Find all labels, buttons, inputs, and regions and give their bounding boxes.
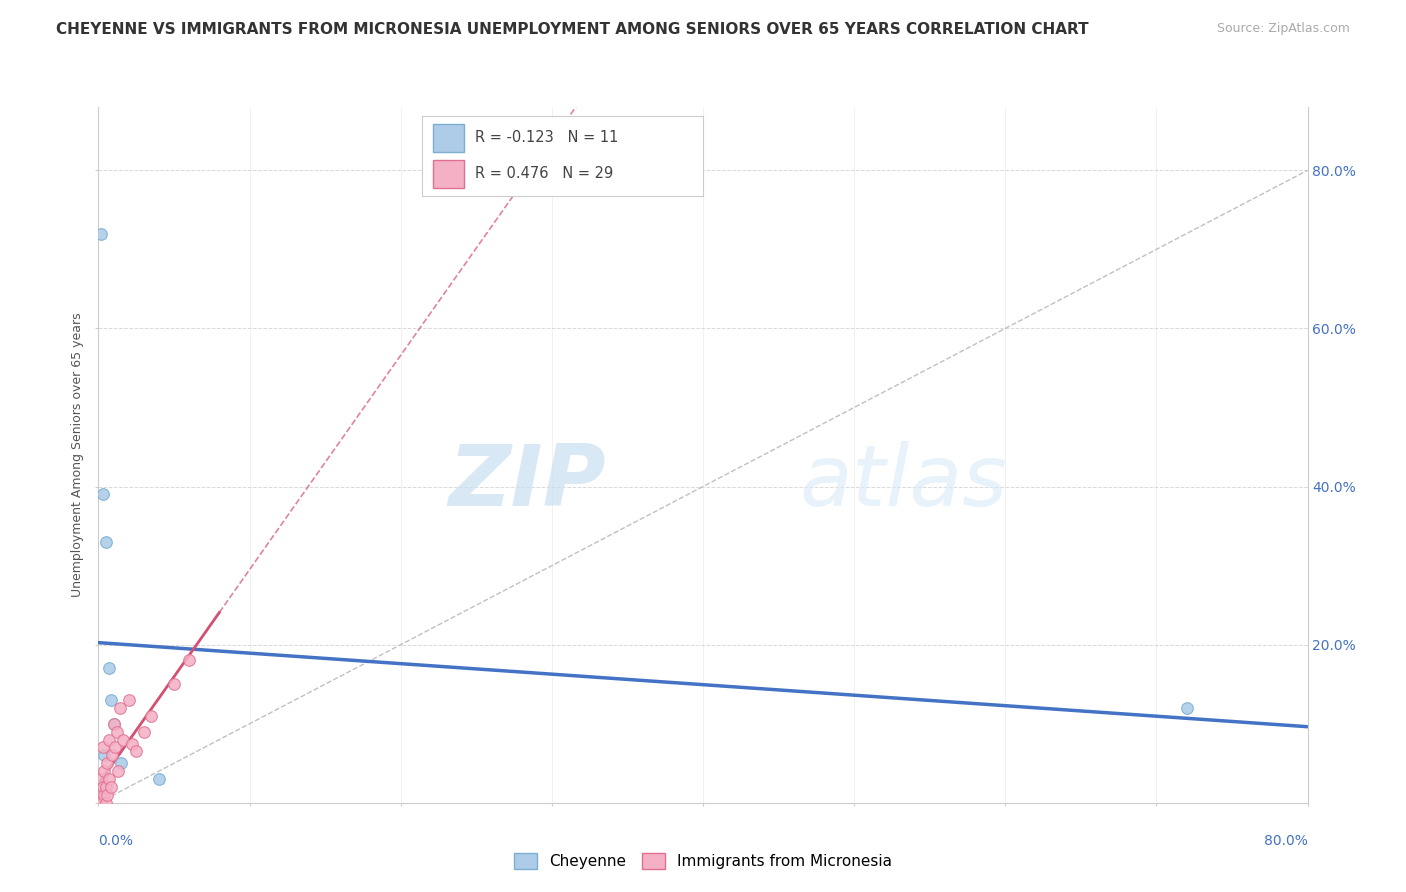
Point [89,788,111,802]
Point [103,716,125,731]
Point [100,693,122,707]
Text: CHEYENNE VS IMMIGRANTS FROM MICRONESIA UNEMPLOYMENT AMONG SENIORS OVER 65 YEARS : CHEYENNE VS IMMIGRANTS FROM MICRONESIA U… [56,22,1088,37]
Text: ZIP: ZIP [449,442,606,524]
Point [105,724,128,739]
Point [96,756,118,771]
Point [96,788,118,802]
Point [93,748,115,763]
Point [132,724,155,739]
Point [90,796,112,810]
Point [103,716,125,731]
Point [107,764,129,779]
Point [93,764,115,779]
Point [163,677,186,691]
Point [94,780,117,794]
Point [101,748,124,763]
Point [1175,701,1198,715]
Text: atlas: atlas [800,442,1008,524]
Point [111,732,134,747]
Point [104,740,127,755]
Legend: Cheyenne, Immigrants from Micronesia: Cheyenne, Immigrants from Micronesia [508,847,898,875]
Point [91,780,114,794]
Point [90,780,112,794]
Text: R = -0.123   N = 11: R = -0.123 N = 11 [475,130,619,145]
Point [91,740,114,755]
Point [98,661,121,675]
Point [179,653,201,667]
Point [148,772,170,786]
Text: 80.0%: 80.0% [1264,834,1308,848]
Point [121,737,143,751]
Point [90,772,112,786]
Text: Source: ZipAtlas.com: Source: ZipAtlas.com [1216,22,1350,36]
Y-axis label: Unemployment Among Seniors over 65 years: Unemployment Among Seniors over 65 years [70,312,84,598]
Point [108,701,131,715]
Point [90,227,112,241]
Point [125,744,148,758]
FancyBboxPatch shape [433,124,464,152]
Point [141,708,163,723]
Text: 0.0%: 0.0% [98,834,134,848]
Point [93,788,115,802]
Point [94,534,117,549]
Point [98,772,121,786]
Point [110,756,132,771]
Point [118,693,141,707]
Point [98,732,121,747]
Point [87,796,110,810]
Point [94,796,117,810]
Point [91,487,114,501]
Point [100,780,122,794]
FancyBboxPatch shape [433,161,464,188]
Text: R = 0.476   N = 29: R = 0.476 N = 29 [475,166,613,181]
